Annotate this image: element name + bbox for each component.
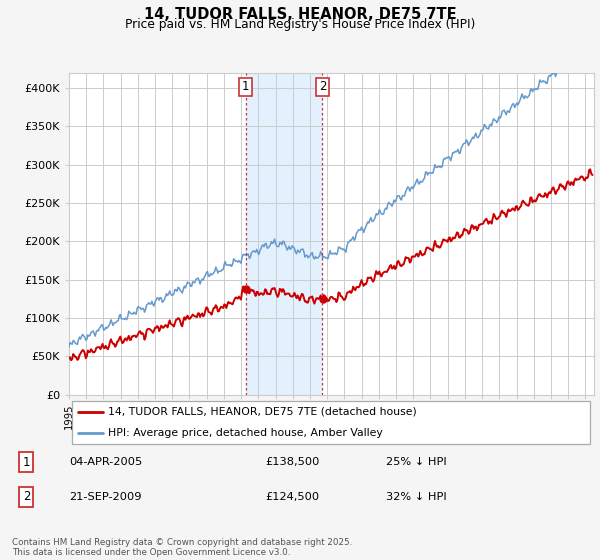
Text: HPI: Average price, detached house, Amber Valley: HPI: Average price, detached house, Ambe… — [109, 428, 383, 438]
Text: 14, TUDOR FALLS, HEANOR, DE75 7TE: 14, TUDOR FALLS, HEANOR, DE75 7TE — [143, 7, 457, 22]
Text: 32% ↓ HPI: 32% ↓ HPI — [386, 492, 447, 502]
Text: 2: 2 — [319, 81, 326, 94]
Text: 1: 1 — [242, 81, 250, 94]
Text: £124,500: £124,500 — [265, 492, 320, 502]
Text: 04-APR-2005: 04-APR-2005 — [70, 457, 143, 467]
Text: 1: 1 — [23, 456, 30, 469]
Text: £138,500: £138,500 — [265, 457, 320, 467]
Text: Contains HM Land Registry data © Crown copyright and database right 2025.
This d: Contains HM Land Registry data © Crown c… — [12, 538, 352, 557]
FancyBboxPatch shape — [71, 400, 590, 444]
Text: 21-SEP-2009: 21-SEP-2009 — [70, 492, 142, 502]
Bar — [246, 73, 322, 395]
Text: Price paid vs. HM Land Registry's House Price Index (HPI): Price paid vs. HM Land Registry's House … — [125, 18, 475, 31]
Text: 25% ↓ HPI: 25% ↓ HPI — [386, 457, 447, 467]
Text: 2: 2 — [23, 490, 30, 503]
Text: 14, TUDOR FALLS, HEANOR, DE75 7TE (detached house): 14, TUDOR FALLS, HEANOR, DE75 7TE (detac… — [109, 407, 417, 417]
